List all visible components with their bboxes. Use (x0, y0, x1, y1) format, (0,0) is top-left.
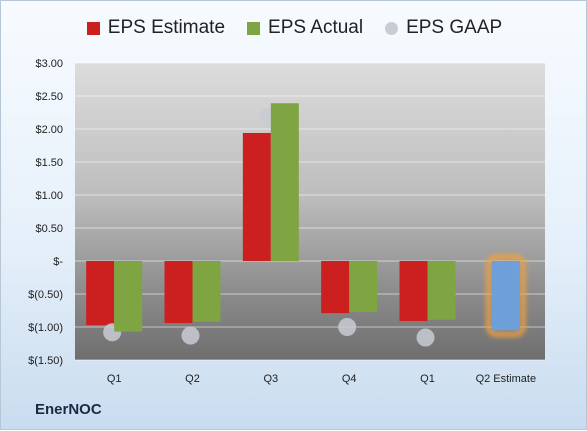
x-tick-label: Q4 (342, 373, 357, 385)
bar-eps-actual (427, 261, 456, 320)
legend-item-estimate: EPS Estimate (86, 17, 226, 39)
y-tick-label: $2.50 (35, 91, 63, 103)
y-tick-label: $0.50 (35, 223, 63, 235)
point-eps-gaap (181, 326, 200, 345)
company-name: EnerNOC (35, 401, 102, 418)
bars (86, 103, 526, 347)
point-eps-gaap (338, 318, 357, 336)
legend-item-actual: EPS Actual (247, 17, 363, 39)
bar-highlight-glow (485, 254, 526, 338)
y-tick-label: $(0.50) (28, 289, 63, 301)
legend: EPS Estimate EPS Actual EPS GAAP (1, 17, 587, 39)
x-tick-label: Q1 (107, 373, 122, 385)
legend-swatch-actual (247, 21, 261, 35)
x-axis-labels: Q1 Q2 Q3 Q4 Q1 Q2 Estimate (107, 373, 536, 385)
bar-eps-estimate (164, 261, 193, 324)
y-tick-label: $1.50 (35, 157, 63, 169)
bar-eps-estimate (242, 132, 271, 261)
bar-eps-estimate (86, 261, 115, 326)
y-tick-label: $(1.50) (28, 355, 63, 367)
bar-eps-actual (114, 261, 143, 332)
legend-swatch-gaap (385, 21, 399, 35)
bar-eps-estimate (491, 261, 520, 331)
plot-area (75, 63, 545, 360)
legend-item-gaap: EPS GAAP (385, 17, 502, 39)
x-tick-label: Q3 (263, 373, 278, 385)
y-tick-label: $(1.00) (28, 322, 63, 334)
bar-eps-actual (270, 103, 299, 261)
legend-label-gaap: EPS GAAP (406, 17, 503, 38)
y-tick-label: $3.00 (35, 58, 63, 70)
y-tick-label: $2.00 (35, 124, 63, 136)
legend-label-estimate: EPS Estimate (107, 17, 226, 38)
gridlines (75, 62, 545, 361)
y-tick-label: $1.00 (35, 190, 63, 202)
point-eps-gaap (416, 328, 435, 347)
x-tick-label: Q2 Estimate (476, 373, 537, 385)
y-tick-label: $- (53, 256, 63, 268)
bar-eps-actual (349, 261, 378, 312)
bar-eps-estimate (399, 261, 428, 322)
x-tick-label: Q1 (420, 373, 435, 385)
x-tick-label: Q2 (185, 373, 200, 385)
bar-eps-actual (192, 261, 221, 322)
legend-label-actual: EPS Actual (268, 17, 364, 38)
y-axis-labels: $3.00 $2.50 $2.00 $1.50 $1.00 $0.50 $- $(0.50) $… (28, 58, 63, 367)
bar-eps-estimate (321, 261, 350, 314)
legend-swatch-estimate (86, 21, 100, 35)
